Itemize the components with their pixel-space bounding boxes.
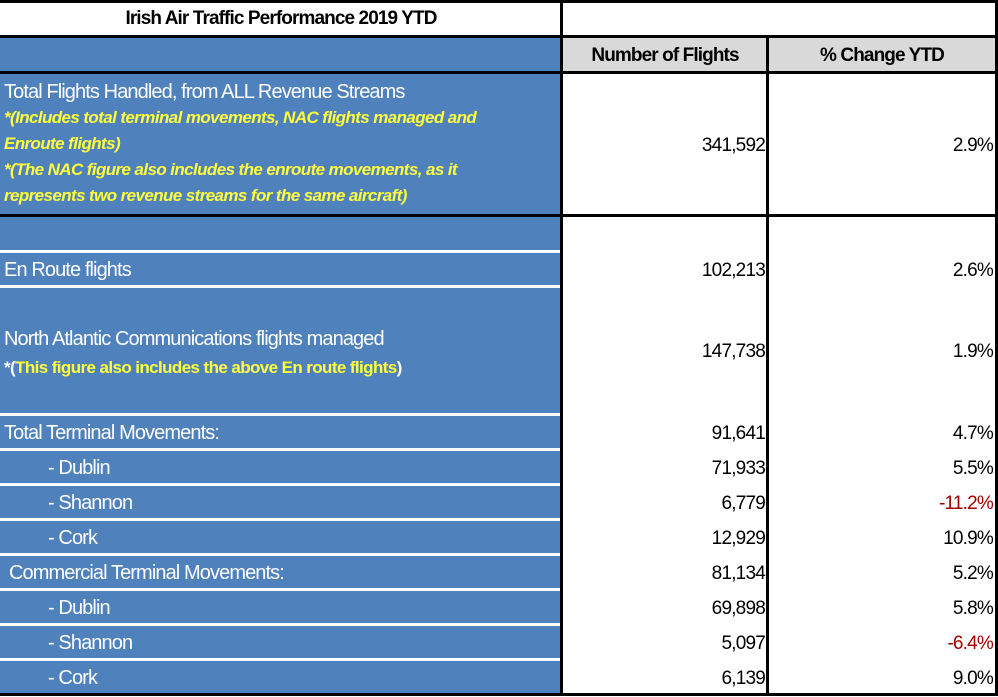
terminal-row-label: - Shannon (0, 485, 562, 520)
total-all-change: 2.9% (952, 135, 994, 156)
terminal-row-label: - Dublin (0, 590, 562, 625)
header-blank-cell (0, 37, 562, 73)
terminal-row-label: - Cork (0, 520, 562, 555)
nac-note-prefix: *( (4, 358, 16, 377)
total-all-label: Total Flights Handled, from ALL Revenue … (4, 81, 405, 103)
terminal-row-label: Total Terminal Movements: (0, 415, 562, 450)
en-route-flights: 102,213 (701, 260, 766, 281)
en-route-label: En Route flights (0, 252, 562, 287)
terminal-row-label: Commercial Terminal Movements: (0, 555, 562, 590)
nac-change: 1.9% (952, 341, 994, 362)
nac-flights: 147,738 (701, 341, 766, 362)
terminal-row-flights: 69,898 (711, 598, 766, 619)
en-route-change: 2.6% (952, 260, 994, 281)
terminal-row-label: - Dublin (0, 450, 562, 485)
terminal-row-change: 5.2% (952, 563, 994, 584)
table-title: Irish Air Traffic Performance 2019 YTD (125, 8, 437, 29)
column-header-flights: Number of Flights (562, 37, 768, 73)
terminal-row-label: - Shannon (0, 625, 562, 660)
total-all-flights: 341,592 (701, 135, 766, 156)
total-all-note-2b: represents two revenue streams for the s… (4, 186, 407, 205)
nac-label: North Atlantic Communications flights ma… (4, 328, 385, 350)
terminal-row-change: -11.2% (939, 493, 994, 514)
terminal-row-flights: 71,933 (711, 458, 766, 479)
terminal-row-flights: 91,641 (711, 423, 766, 444)
terminal-row-change: -6.4% (947, 633, 993, 654)
nac-note: This figure also includes the above En r… (15, 358, 397, 377)
total-all-note-2a: *(The NAC figure also includes the enrou… (4, 160, 458, 179)
row-total-all-label: Total Flights Handled, from ALL Revenue … (0, 73, 562, 216)
terminal-row-change: 5.8% (952, 598, 994, 619)
terminal-row-flights: 6,779 (721, 493, 765, 514)
terminal-row-flights: 12,929 (711, 528, 766, 549)
total-all-note-1b: Enroute flights) (4, 134, 121, 153)
terminal-row-flights: 5,097 (721, 633, 765, 654)
terminal-row-change: 9.0% (952, 668, 994, 689)
total-all-note-1a: *(Includes total terminal movements, NAC… (4, 108, 477, 127)
column-header-change: % Change YTD (768, 37, 996, 73)
terminal-row-flights: 6,139 (721, 668, 765, 689)
nac-label-cell: North Atlantic Communications flights ma… (0, 287, 562, 415)
terminal-row-label: - Cork (0, 660, 562, 695)
nac-note-suffix: ) (396, 358, 403, 377)
terminal-row-change: 5.5% (952, 458, 994, 479)
blank-row (0, 216, 562, 252)
terminal-row-change: 4.7% (952, 423, 994, 444)
terminal-row-flights: 81,134 (711, 563, 766, 584)
terminal-row-change: 10.9% (943, 528, 994, 549)
